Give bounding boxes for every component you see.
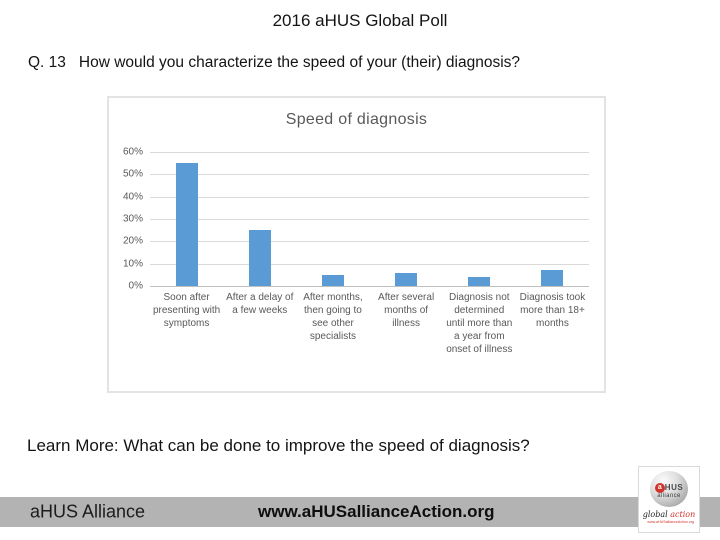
bar-series (150, 152, 589, 286)
logo-tagline: global action (639, 510, 699, 519)
gridline (150, 241, 589, 243)
logo-alliance-text: alliance (657, 492, 681, 499)
bar-4 (395, 272, 418, 286)
logo-a-badge: a (654, 482, 665, 493)
bar-column (150, 152, 223, 286)
plot-area (150, 152, 589, 287)
bar-column (370, 152, 443, 286)
x-axis: Soon after presenting with symptoms After… (150, 291, 589, 356)
y-axis: 60% 50% 40% 30% 20% 10% 0% (109, 147, 143, 292)
x-axis-line (150, 286, 589, 287)
x-axis-category-label: Diagnosis took more than 18+ months (519, 292, 586, 329)
y-axis-tick-label: 40% (122, 191, 143, 203)
gridline (150, 174, 589, 176)
bar-6 (541, 270, 564, 286)
bar-column (223, 152, 296, 286)
x-axis-category-label: After several months of illness (378, 292, 435, 329)
y-axis-tick-label: 10% (122, 258, 143, 270)
y-axis-tick-label: 50% (122, 168, 143, 180)
logo-hus-text: HUS (664, 483, 684, 492)
gridline (150, 263, 589, 265)
y-axis-tick-label: 20% (122, 235, 143, 247)
x-axis-category-label: After months, then going to see other sp… (303, 292, 363, 342)
bar-5 (468, 277, 491, 286)
x-axis-category-label: After a delay of a few weeks (226, 292, 294, 316)
y-axis-tick-label: 60% (122, 146, 143, 158)
x-axis-category-label: Soon after presenting with symptoms (152, 292, 221, 329)
y-axis-tick-label: 30% (122, 213, 143, 225)
logo-brand: a HUS (654, 482, 684, 493)
question-line: Q. 13 How would you characterize the spee… (28, 54, 520, 72)
footer-bar: aHUS Alliance www.aHUSallianceAction.org (0, 497, 720, 527)
bar-3 (321, 274, 344, 286)
gridline (150, 219, 589, 220)
bar-column (443, 152, 516, 286)
logo-globe-icon: a HUS alliance (650, 471, 688, 507)
logo-tagline-action: action (670, 510, 696, 519)
ahus-alliance-logo: a HUS alliance global action www.aHUSalli… (638, 466, 700, 533)
gridline (150, 152, 589, 153)
chart-frame: Speed of diagnosis 60% 50% 40% 30% 20% 10% 0% … (107, 96, 606, 393)
question-number: Q. 13 (28, 54, 66, 71)
question-text: How would you characterize the speed of … (78, 54, 521, 71)
bar-1 (175, 163, 198, 286)
footer-website: www.aHUSallianceAction.org (258, 502, 495, 521)
footer-org-name: aHUS Alliance (30, 501, 146, 522)
learn-more-text: Learn More: What can be done to improve … (27, 436, 530, 455)
chart-title: Speed of diagnosis (285, 111, 428, 128)
bar-column (516, 152, 589, 286)
y-axis-tick-label: 0% (128, 280, 143, 292)
bar-2 (248, 230, 271, 286)
gridline (150, 196, 589, 198)
logo-tagline-global: global (642, 510, 668, 519)
slide-title: 2016 aHUS Global Poll (272, 11, 448, 30)
logo-url-text: www.aHUSallianceAction.org (647, 520, 695, 525)
bar-column (296, 152, 369, 286)
x-axis-category-label: Diagnosis not determined until more than… (446, 292, 513, 355)
